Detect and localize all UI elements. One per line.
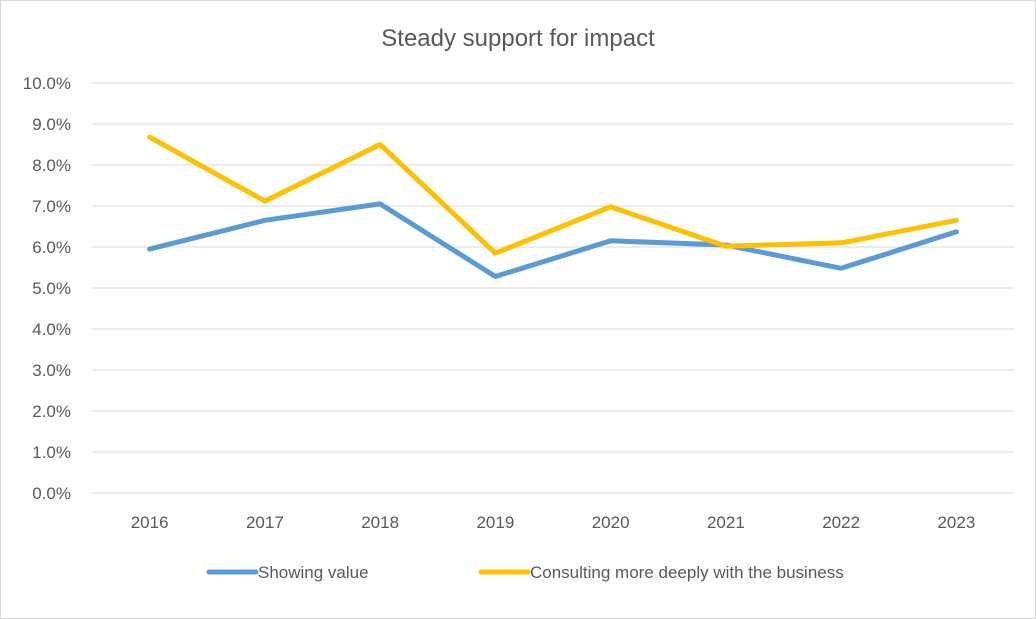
x-tick-label: 2016 — [131, 513, 169, 532]
x-tick-label: 2022 — [822, 513, 860, 532]
x-tick-label: 2020 — [592, 513, 630, 532]
y-tick-label: 2.0% — [32, 402, 71, 421]
x-tick-label: 2017 — [246, 513, 284, 532]
legend-label: Showing value — [258, 563, 369, 582]
x-tick-label: 2018 — [361, 513, 399, 532]
x-tick-label: 2021 — [707, 513, 745, 532]
series-lines — [147, 134, 959, 279]
y-tick-label: 10.0% — [23, 74, 71, 93]
x-tick-label: 2023 — [937, 513, 975, 532]
x-axis-ticks: 2016 2017 2018 2019 2020 2021 2022 2023 — [131, 513, 976, 532]
y-tick-label: 3.0% — [32, 361, 71, 380]
y-tick-label: 8.0% — [32, 156, 71, 175]
y-tick-label: 1.0% — [32, 443, 71, 462]
x-tick-label: 2019 — [476, 513, 514, 532]
gridlines — [92, 82, 1014, 494]
chart-title: Steady support for impact — [381, 25, 655, 52]
legend-label: Consulting more deeply with the business — [530, 563, 844, 582]
series-line-2 — [147, 134, 959, 256]
y-tick-label: 9.0% — [32, 115, 71, 134]
y-axis-ticks: 0.0% 1.0% 2.0% 3.0% 4.0% 5.0% 6.0% 7.0% 8.0% 9.0%… — [23, 74, 71, 503]
y-tick-label: 0.0% — [32, 484, 71, 503]
series-line-1 — [147, 201, 959, 279]
y-tick-label: 5.0% — [32, 279, 71, 298]
y-tick-label: 4.0% — [32, 320, 71, 339]
y-tick-label: 7.0% — [32, 197, 71, 216]
y-tick-label: 6.0% — [32, 238, 71, 257]
legend: Showing value Consulting more deeply with… — [206, 563, 844, 582]
